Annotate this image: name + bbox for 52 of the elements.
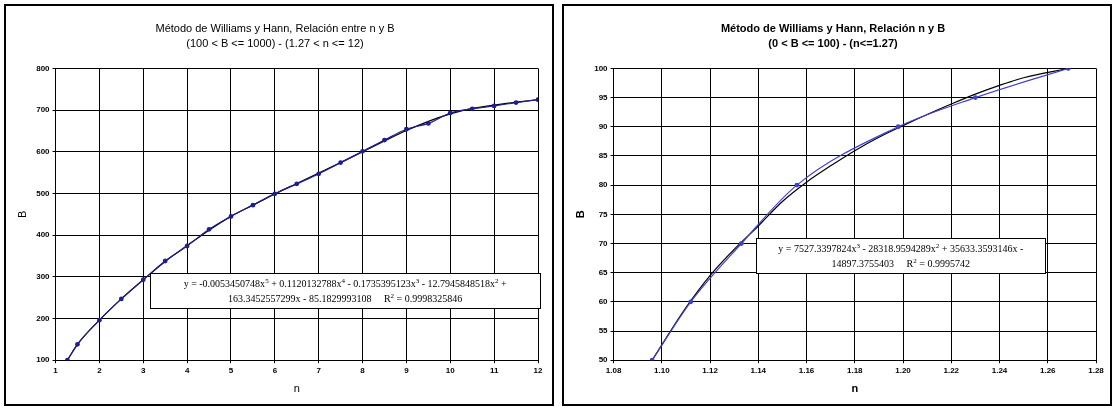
y-tick-label: 95 [598,92,609,102]
x-axis-title: n [293,382,300,395]
x-tick-label: 8 [360,366,366,376]
x-tick-label: 4 [184,366,190,376]
equation-label: y = 7527.3397824x$^{3}$ - 28318.9594289x$^{2}$ + 35633.3593146x - 14897.3755403 R$^{2}$ = 0.9995742 [755,237,1046,275]
y-tick-label: 85 [598,151,609,161]
y-tick-label: 65 [598,267,609,277]
x-tick-label: 1.24 [991,366,1008,376]
y-tick-label: 80 [598,180,609,190]
x-tick-label: 1.10 [654,366,671,376]
y-tick-label: 100 [36,355,51,365]
x-tick-label: 1.16 [798,366,815,376]
x-tick-label: 1.20 [895,366,912,376]
x-tick-label: 11 [489,366,499,376]
y-tick-label: 300 [36,272,51,282]
y-tick-label: 500 [36,188,51,198]
x-tick-label: 5 [228,366,234,376]
x-tick-label: 1 [53,366,59,376]
chart-subtitle: (0 < B <= 100) - (n<=1.27) [768,36,898,49]
x-tick-label: 1.28 [1088,366,1105,376]
x-tick-label: 1.26 [1039,366,1057,376]
y-tick-label: 60 [598,297,609,307]
x-tick-label: 7 [316,366,322,376]
y-tick-label: 400 [36,230,51,240]
y-tick-label: 100 [594,63,609,73]
y-tick-label: 700 [36,105,51,115]
chart-title: Método de Williams y Hann, Relación entre n y B [155,21,395,34]
y-tick-label: 90 [598,121,609,131]
x-tick-label: 12 [533,366,543,376]
x-axis-title: n [851,382,859,395]
x-tick-label: 1.22 [943,366,960,376]
y-tick-label: 600 [36,146,51,156]
chart-title: Método de Williams y Hann, Relación n y B [720,21,946,34]
y-tick-label: 75 [598,209,609,219]
y-axis-title: B [15,210,28,218]
x-tick-label: 2 [97,366,103,376]
x-tick-label: 9 [404,366,410,376]
y-tick-label: 50 [598,355,609,365]
y-axis-title: B [573,210,586,219]
chart-subtitle: (100 < B <= 1000) - (1.27 < n <= 12) [186,36,364,49]
x-tick-label: 10 [445,366,456,376]
y-tick-label: 70 [598,238,609,248]
y-tick-label: 200 [36,313,51,323]
y-tick-label: 55 [598,326,609,336]
x-tick-label: 1.12 [702,366,719,376]
x-tick-label: 1.14 [750,366,767,376]
y-tick-label: 800 [36,63,51,73]
x-tick-label: 3 [141,366,147,376]
x-tick-label: 6 [272,366,278,376]
x-tick-label: 1.18 [846,366,864,376]
equation-label: y = -0.0053450748x$^{5}$ + 0.1120132788x$^{4}$ - 0.1735395123x$^{3}$ - 12.7945848518x$^{2}$ + 163.3452557299x - 85.1829993108 R$^{2}$ = 0.9998325846 [149,272,541,310]
x-tick-label: 1.08 [605,366,622,376]
